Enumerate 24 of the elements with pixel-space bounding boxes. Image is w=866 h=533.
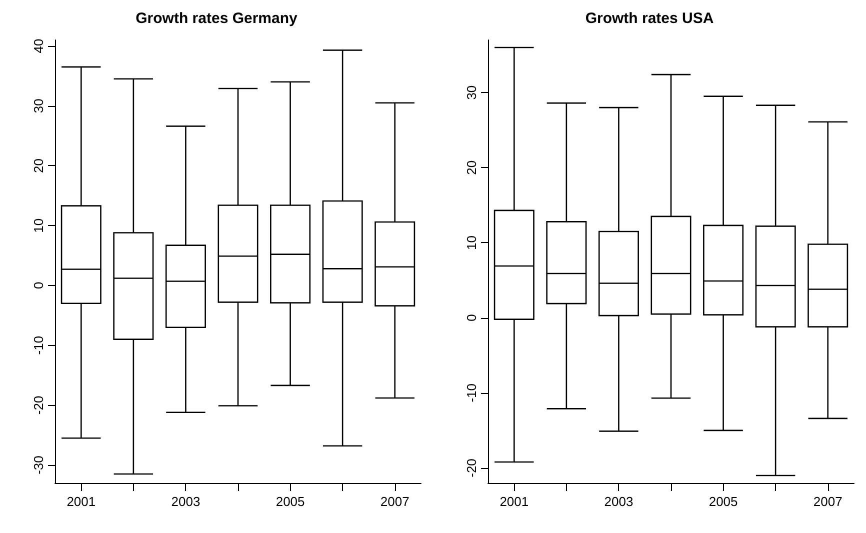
y-tick-label: 10 bbox=[464, 235, 479, 250]
x-tick-label: 2001 bbox=[500, 494, 529, 509]
y-tick-label: 20 bbox=[31, 158, 46, 173]
chart-title: Growth rates Germany bbox=[136, 10, 298, 27]
y-tick-label: 30 bbox=[31, 98, 46, 114]
x-tick-label: 2003 bbox=[171, 494, 200, 509]
y-tick-label: 30 bbox=[464, 85, 479, 100]
y-tick-label: 0 bbox=[31, 282, 46, 290]
y-tick-label: 10 bbox=[31, 218, 46, 233]
y-tick-label: -20 bbox=[464, 458, 479, 478]
y-tick-label: -20 bbox=[31, 396, 46, 415]
x-tick-label: 2001 bbox=[66, 494, 96, 509]
x-tick-label: 2007 bbox=[813, 494, 842, 509]
y-tick-label: 20 bbox=[464, 160, 479, 175]
y-tick-label: -30 bbox=[31, 456, 46, 474]
chart-title: Growth rates USA bbox=[585, 10, 714, 27]
x-tick-label: 2005 bbox=[708, 494, 738, 509]
y-tick-label: 40 bbox=[31, 38, 46, 54]
x-tick-label: 2003 bbox=[604, 494, 634, 509]
y-tick-label: -10 bbox=[31, 336, 46, 355]
y-tick-label: -10 bbox=[464, 384, 479, 402]
x-tick-label: 2005 bbox=[276, 494, 305, 509]
x-tick-label: 2007 bbox=[380, 494, 410, 509]
y-tick-label: 0 bbox=[464, 314, 479, 322]
